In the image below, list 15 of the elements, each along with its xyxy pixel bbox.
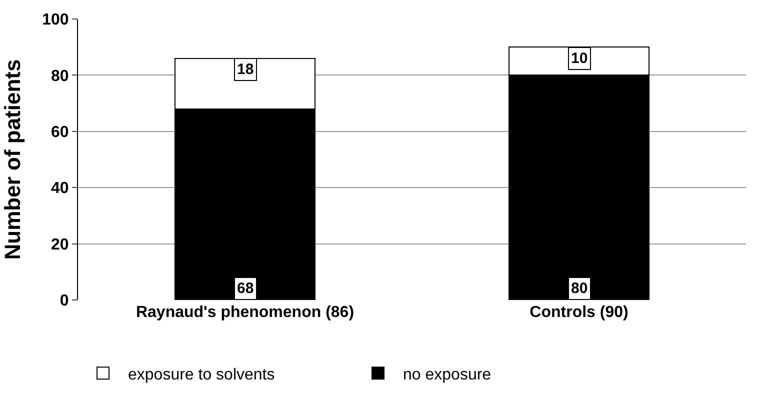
y-tick-label: 0 — [60, 292, 69, 310]
y-tick-label: 80 — [51, 68, 69, 85]
y-tick-label: 40 — [51, 180, 69, 198]
data-label: 18 — [237, 61, 254, 78]
x-tick-label: Raynaud's phenomenon (86) — [136, 304, 354, 321]
legend-label: no exposure — [403, 366, 492, 384]
y-tick-label: 60 — [51, 124, 69, 141]
data-label: 68 — [237, 280, 254, 297]
y-axis-title: Number of patients — [0, 59, 25, 260]
data-label: 80 — [571, 280, 588, 297]
y-tick-label: 100 — [42, 12, 69, 29]
data-label: 10 — [571, 50, 588, 67]
x-tick-label: Controls (90) — [530, 304, 628, 321]
legend-label: exposure to solvents — [128, 366, 275, 384]
y-tick-label: 20 — [51, 236, 69, 254]
